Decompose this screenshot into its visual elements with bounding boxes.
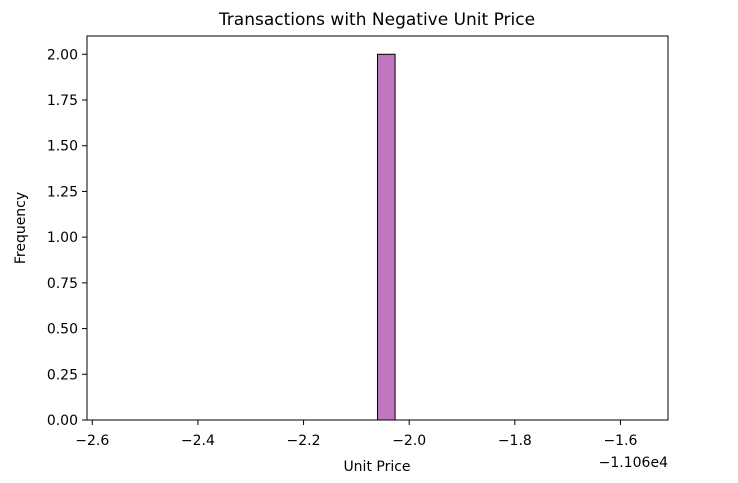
x-tick-label: −2.2 (287, 433, 321, 449)
y-tick-label: 1.75 (47, 93, 78, 109)
y-tick-label: 2.00 (47, 47, 78, 63)
chart-title: Transactions with Negative Unit Price (218, 10, 535, 30)
x-tick-label: −1.8 (498, 433, 532, 449)
y-tick-label: 1.00 (47, 230, 78, 246)
x-axis: −2.6 −2.4 −2.2 −2.0 −1.8 −1.6 (75, 420, 638, 449)
plot-frame (86, 35, 669, 421)
x-tick-label: −2.0 (392, 433, 426, 449)
y-axis: 0.00 0.25 0.50 0.75 1.00 1.25 1.50 1.75 2.00 (47, 47, 87, 429)
y-tick-label: 1.50 (47, 139, 78, 155)
x-axis-label: Unit Price (343, 459, 410, 475)
x-offset-label: −1.106e4 (599, 455, 668, 471)
y-tick-label: 0.75 (47, 276, 78, 292)
bars-layer (113, 53, 642, 421)
x-tick-label: −2.4 (181, 433, 215, 449)
y-tick-label: 0.50 (47, 322, 78, 338)
x-tick-label: −1.6 (603, 433, 637, 449)
y-axis-label: Frequency (13, 192, 29, 264)
y-tick-label: 0.00 (47, 413, 78, 429)
x-tick-label: −2.6 (75, 433, 109, 449)
histogram-bar (377, 53, 396, 421)
y-tick-label: 0.25 (47, 367, 78, 383)
y-tick-label: 1.25 (47, 184, 78, 200)
